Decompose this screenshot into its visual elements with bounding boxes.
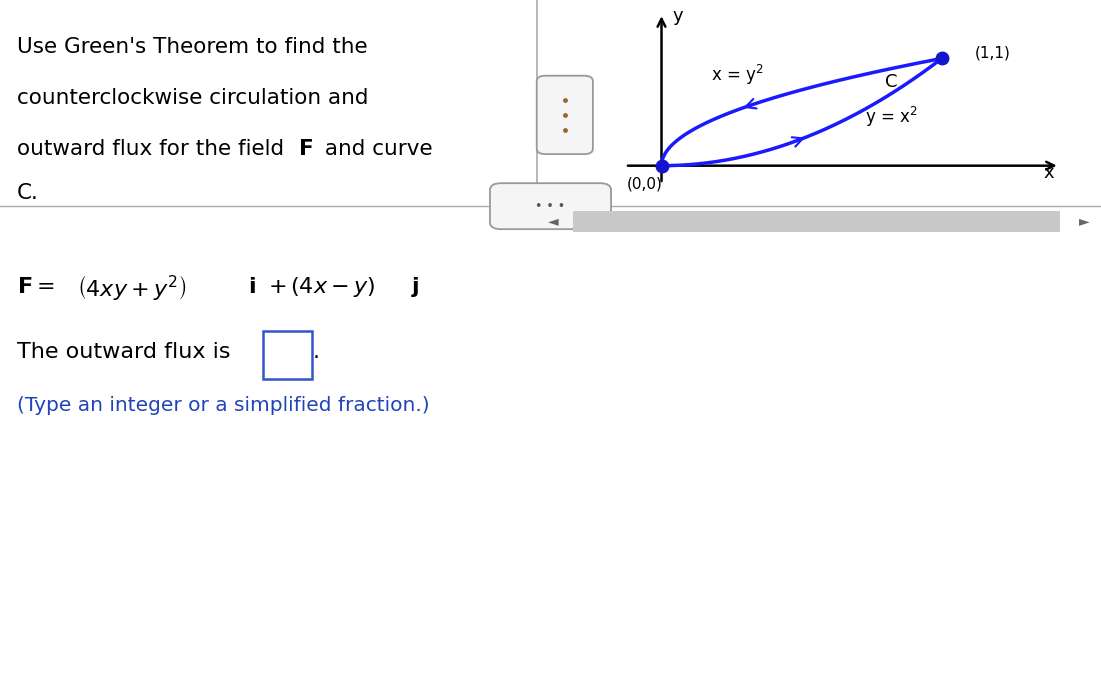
Text: (Type an integer or a simplified fraction.): (Type an integer or a simplified fractio…	[17, 396, 429, 415]
Text: x: x	[1043, 164, 1054, 183]
Text: y = x$^2$: y = x$^2$	[865, 105, 917, 130]
FancyBboxPatch shape	[490, 183, 611, 229]
Text: C: C	[885, 73, 897, 91]
Text: and curve: and curve	[318, 139, 433, 159]
Text: $\left(4xy + y^2\right)$: $\left(4xy + y^2\right)$	[77, 273, 186, 301]
Text: $\mathbf{j}$: $\mathbf{j}$	[411, 275, 419, 299]
Text: The outward flux is: The outward flux is	[17, 341, 230, 362]
Text: $+\,(4x-y)$: $+\,(4x-y)$	[268, 275, 375, 299]
FancyBboxPatch shape	[574, 211, 1059, 232]
Text: .: .	[313, 341, 319, 362]
Text: (1,1): (1,1)	[974, 45, 1011, 61]
Text: $\mathbf{F}=$: $\mathbf{F}=$	[17, 277, 54, 297]
Text: C.: C.	[17, 183, 39, 203]
Text: $\mathbf{i}$: $\mathbf{i}$	[248, 277, 255, 297]
Text: • • •: • • •	[535, 199, 566, 213]
Text: x = y$^2$: x = y$^2$	[711, 62, 763, 87]
FancyBboxPatch shape	[263, 331, 312, 379]
FancyBboxPatch shape	[536, 76, 592, 154]
Text: ◄: ◄	[548, 214, 559, 228]
Text: ►: ►	[1079, 214, 1090, 228]
Text: outward flux for the field: outward flux for the field	[17, 139, 291, 159]
Text: counterclockwise circulation and: counterclockwise circulation and	[17, 88, 368, 108]
Text: F: F	[299, 139, 314, 159]
Text: (0,0): (0,0)	[626, 176, 663, 191]
Text: y: y	[673, 7, 684, 24]
Text: Use Green's Theorem to find the: Use Green's Theorem to find the	[17, 37, 367, 57]
